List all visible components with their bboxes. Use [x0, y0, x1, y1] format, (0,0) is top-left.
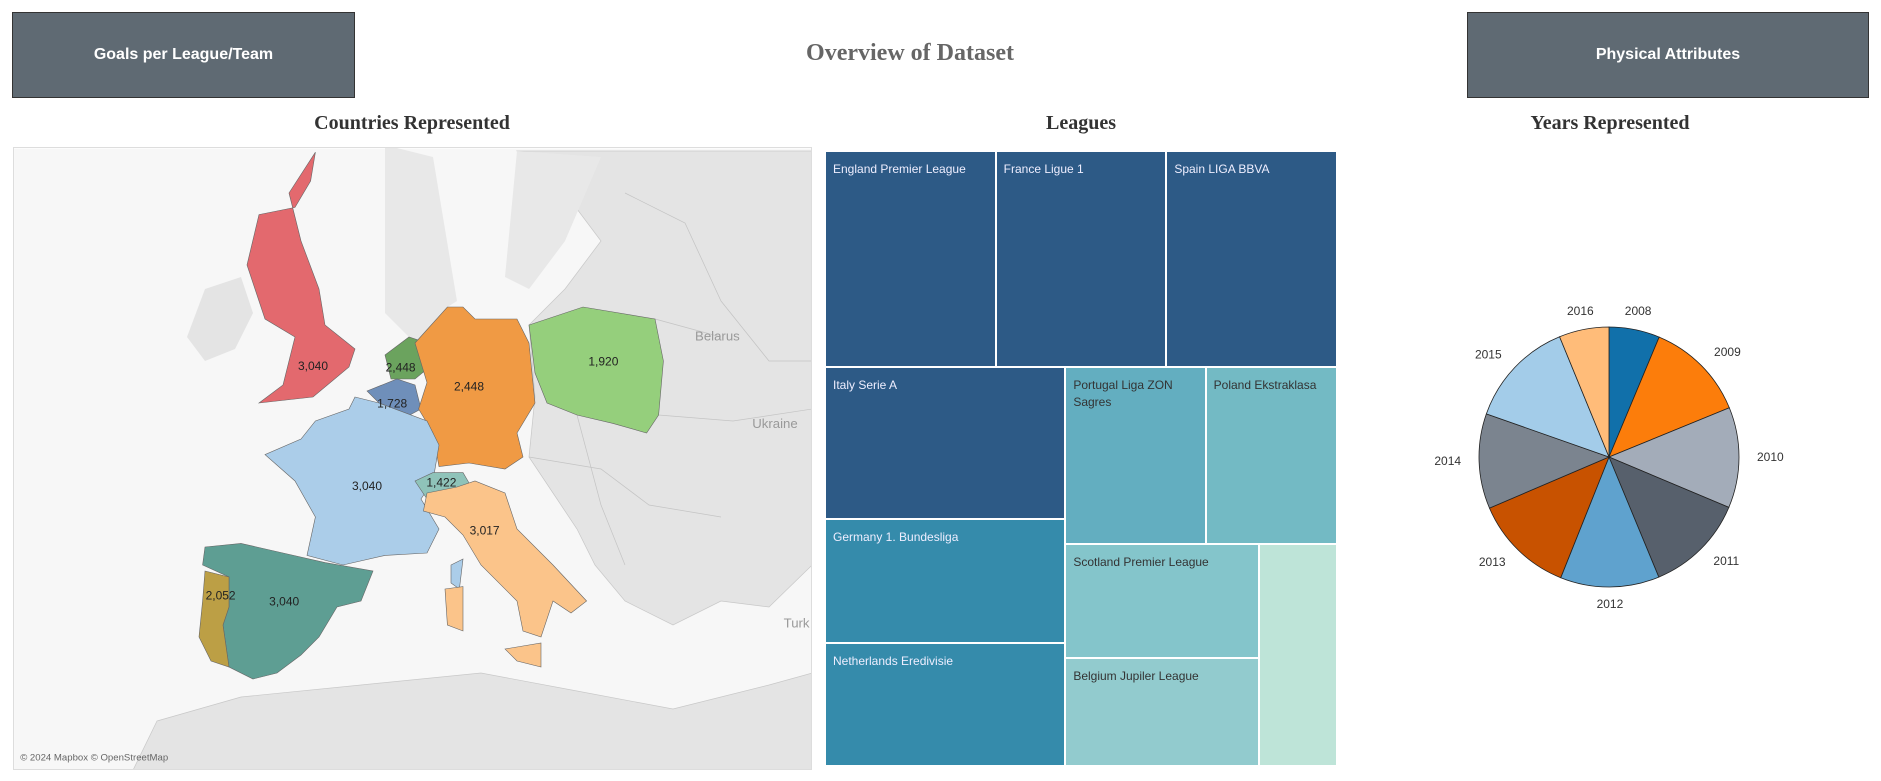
country-region [246, 152, 356, 404]
pie-chart: 2008 2009 2010 2011 2012 2013 2014 2015 2016 [1434, 304, 1784, 611]
nav-button[interactable]: Goals per League/Team [12, 12, 355, 98]
basemap: Belarus Ukraine Turk © 2024 Mapbox © OpenSt… [14, 148, 811, 769]
value-label: 1,920 [588, 354, 618, 368]
slice-label: 2011 [1713, 554, 1739, 568]
slice-label: 2012 [1597, 597, 1624, 611]
value-label: 2,052 [206, 588, 236, 602]
slice-label: 2013 [1479, 555, 1506, 569]
treemap-cell: France Ligue 1 [995, 151, 1167, 367]
treemap-cell: England Premier League [825, 151, 996, 367]
value-label: 3,040 [352, 479, 382, 493]
treemap-label: Germany 1. Bundesliga [833, 530, 959, 545]
treemap-label: England Premier League [833, 162, 966, 176]
treemap-label: Italy Serie A [833, 377, 898, 392]
attribution: © 2024 Mapbox © OpenStreetMap [20, 753, 168, 764]
value-label: 1,728 [377, 396, 407, 410]
slice-label: 2016 [1567, 304, 1594, 318]
chart-title: Leagues [1046, 112, 1116, 134]
value-label: 3,040 [269, 594, 299, 608]
place-label: Belarus [695, 328, 740, 343]
slice-label: 2010 [1757, 450, 1784, 464]
pie-slice [1485, 336, 1610, 458]
value-label: 3,017 [470, 524, 500, 538]
map: Belarus Ukraine Turk © 2024 Mapbox © OpenSt… [13, 147, 812, 770]
treemap-cell: Portugal Liga ZON Sagres [1065, 366, 1206, 545]
treemap-cell: Belgium Jupiler League [1065, 658, 1260, 766]
value-label: 3,040 [298, 359, 328, 373]
treemap-cell: Spain LIGA BBVA [1166, 151, 1337, 367]
chart-title: Countries Represented [314, 112, 510, 134]
dashboard-title: Overview of Dataset [806, 40, 1014, 66]
treemap-cell [1259, 544, 1337, 766]
slice-label: 2015 [1475, 347, 1502, 361]
treemap-label: Netherlands Eredivisie [833, 653, 954, 668]
country-region [528, 306, 664, 434]
country-region [198, 570, 230, 668]
pie-slice [1559, 326, 1610, 458]
pie-slice [1560, 455, 1660, 588]
treemap-label: Poland Ekstraklasa [1213, 377, 1317, 392]
pie-slice [1608, 456, 1730, 578]
nav-button[interactable]: Physical Attributes [1467, 12, 1869, 98]
country-region [423, 480, 588, 668]
pie-slice [1607, 407, 1740, 508]
place-label: Ukraine [752, 416, 797, 431]
treemap-cell: Poland Ekstraklasa [1205, 366, 1337, 545]
treemap-label: France Ligue 1 [1003, 162, 1084, 176]
value-label: 1,422 [426, 476, 456, 490]
value-label: 2,448 [386, 360, 416, 374]
treemap-label: Scotland Premier League [1073, 555, 1209, 570]
pie-slice [1478, 413, 1611, 509]
treemap-cell: Netherlands Eredivisie [825, 642, 1066, 766]
chart-title: Years Represented [1530, 112, 1690, 134]
slice-label: 2014 [1434, 454, 1461, 468]
treemap-cell: Scotland Premier League [1065, 544, 1260, 659]
slice-label: 2009 [1714, 345, 1741, 359]
treemap-label: Belgium Jupiler League [1073, 669, 1199, 684]
pie-slice [1488, 456, 1610, 579]
value-label: 2,448 [454, 380, 484, 394]
pie-slice [1608, 336, 1730, 458]
treemap-label: Portugal Liga ZON Sagres [1073, 377, 1173, 409]
treemap-cell: Germany 1. Bundesliga [825, 519, 1066, 643]
treemap-label: Spain LIGA BBVA [1174, 162, 1270, 176]
treemap-cell: Italy Serie A [825, 366, 1066, 520]
regions: 3,040 2,448 1,728 2,448 1,920 3,040 1,422 3,017… [198, 152, 664, 680]
place-label: Turk [784, 615, 810, 630]
slice-label: 2008 [1625, 304, 1652, 318]
treemap: England Premier League France Ligue 1 Spai… [825, 151, 1337, 766]
